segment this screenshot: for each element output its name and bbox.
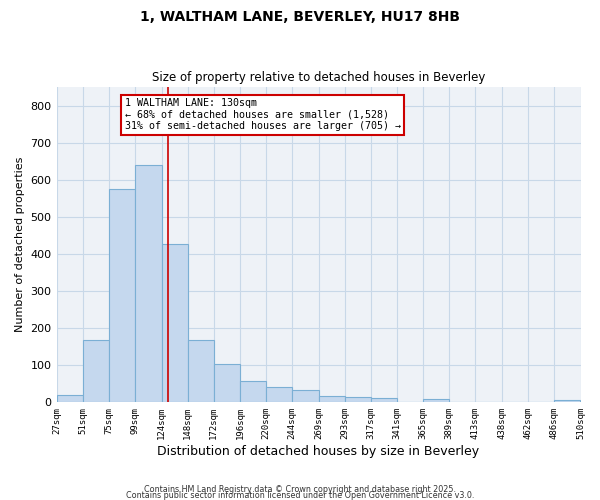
Bar <box>266 387 292 402</box>
Bar <box>371 398 397 402</box>
Bar <box>345 397 371 402</box>
Y-axis label: Number of detached properties: Number of detached properties <box>15 157 25 332</box>
Bar <box>188 340 214 402</box>
Bar <box>109 189 134 402</box>
Text: Contains public sector information licensed under the Open Government Licence v3: Contains public sector information licen… <box>126 491 474 500</box>
Bar <box>162 244 188 402</box>
Bar <box>292 390 319 402</box>
Bar <box>83 340 109 402</box>
Bar <box>423 399 449 402</box>
Text: 1, WALTHAM LANE, BEVERLEY, HU17 8HB: 1, WALTHAM LANE, BEVERLEY, HU17 8HB <box>140 10 460 24</box>
Title: Size of property relative to detached houses in Beverley: Size of property relative to detached ho… <box>152 72 485 85</box>
Bar <box>214 364 240 402</box>
Bar <box>554 400 580 402</box>
X-axis label: Distribution of detached houses by size in Beverley: Distribution of detached houses by size … <box>157 444 479 458</box>
Text: 1 WALTHAM LANE: 130sqm
← 68% of detached houses are smaller (1,528)
31% of semi-: 1 WALTHAM LANE: 130sqm ← 68% of detached… <box>125 98 401 132</box>
Bar <box>240 380 266 402</box>
Text: Contains HM Land Registry data © Crown copyright and database right 2025.: Contains HM Land Registry data © Crown c… <box>144 485 456 494</box>
Bar <box>319 396 345 402</box>
Bar <box>134 165 162 402</box>
Bar <box>56 395 83 402</box>
